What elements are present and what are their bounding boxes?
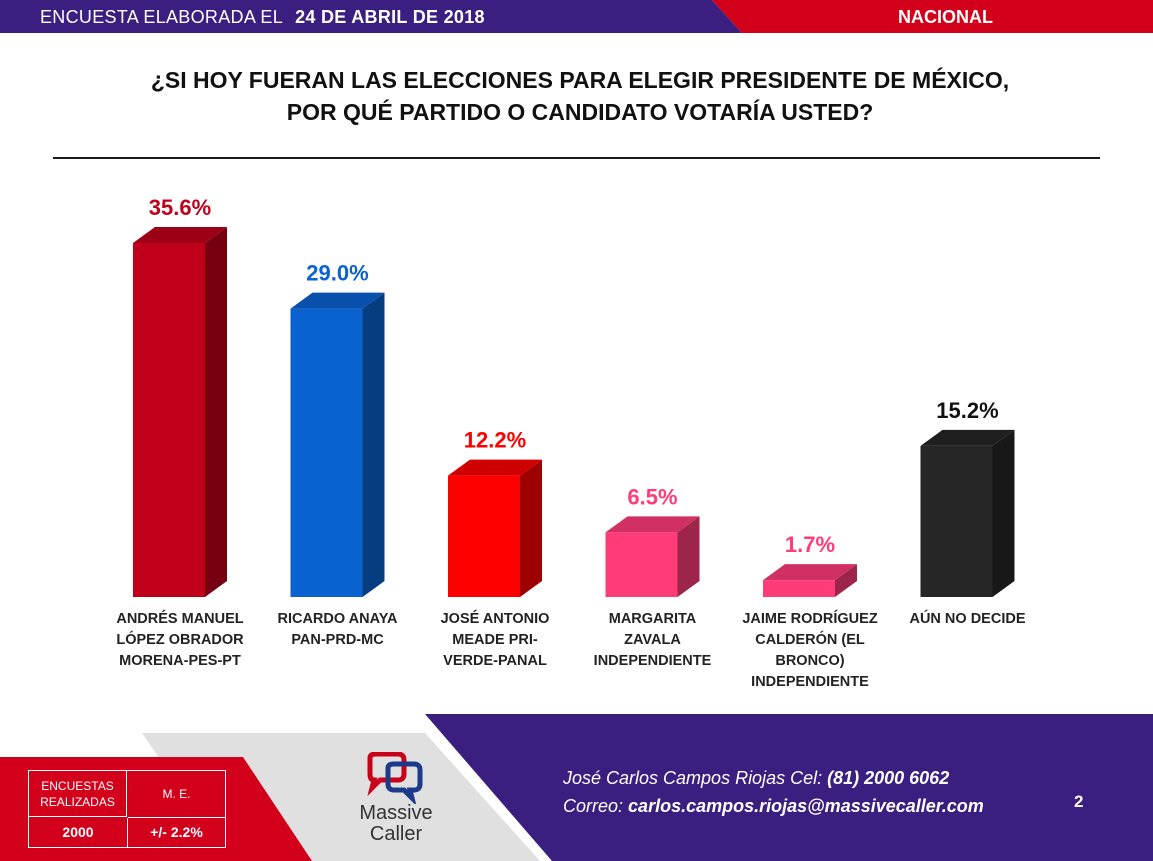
bar-side-1	[362, 292, 385, 597]
question-title: ¿SI HOY FUERAN LAS ELECCIONES PARA ELEGI…	[60, 64, 1100, 128]
bar-side-4	[835, 564, 857, 597]
bar-front-4	[763, 580, 835, 597]
surveys-count: 2000	[29, 818, 128, 847]
bar-front-1	[290, 308, 363, 597]
category-label-2-line-2: VERDE-PANAL	[443, 653, 547, 669]
footer-red-band	[0, 757, 312, 861]
surveys-header-line-2: REALIZADAS	[40, 795, 115, 809]
logo-wordmark: Massive Caller	[342, 803, 450, 845]
category-label-0-line-1: LÓPEZ OBRADOR	[116, 632, 244, 648]
bar-top-4	[763, 564, 857, 581]
survey-stats-table: ENCUESTAS REALIZADAS M. E. 2000 +/- 2.2%	[28, 770, 226, 848]
bar-side-3	[677, 516, 700, 597]
bar-0	[133, 227, 227, 597]
contact-line-1: José Carlos Campos Riojas Cel: (81) 2000…	[563, 764, 984, 792]
category-label-4-line-3: INDEPENDIENTE	[751, 674, 869, 690]
survey-date-header: ENCUESTA ELABORADA EL 24 DE ABRIL DE 2018	[40, 4, 485, 30]
category-label-4: JAIME RODRÍGUEZ CALDERÓN (EL BRONCO) INDEPE…	[725, 609, 895, 693]
value-label-0: 35.6%	[149, 195, 211, 220]
contact-info: José Carlos Campos Riojas Cel: (81) 2000…	[563, 764, 984, 820]
bar-top-1	[290, 292, 385, 309]
contact-email: carlos.campos.riojas@massivecaller.com	[628, 796, 984, 816]
category-label-4-line-1: CALDERÓN (EL	[755, 632, 865, 648]
category-label-1: RICARDO ANAYA PAN-PRD-MC	[253, 609, 423, 651]
contact-line-2: Correo: carlos.campos.riojas@massivecall…	[563, 792, 984, 820]
survey-date: 24 DE ABRIL DE 2018	[295, 7, 485, 27]
massive-caller-logo-icon	[367, 752, 423, 804]
bar-top-5	[920, 429, 1015, 446]
category-label-0-line-2: MORENA-PES-PT	[119, 653, 241, 669]
scope-label: NACIONAL	[898, 7, 993, 27]
category-label-5: AÚN NO DECIDE	[883, 609, 1053, 630]
category-label-3-line-2: INDEPENDIENTE	[593, 653, 712, 669]
bar-top-2	[448, 459, 542, 476]
bar-side-2	[520, 459, 542, 597]
page-number: 2	[1074, 792, 1084, 811]
bar-front-3	[605, 532, 678, 597]
logo-line-2: Caller	[369, 823, 423, 845]
value-label-2: 12.2%	[464, 428, 526, 453]
bar-2	[448, 459, 542, 597]
bar-4	[763, 564, 857, 597]
bar-1	[290, 292, 385, 597]
footer-purple-band	[425, 714, 1153, 861]
surveys-header-line-1: ENCUESTAS	[41, 779, 114, 793]
question-line-1: ¿SI HOY FUERAN LAS ELECCIONES PARA ELEGI…	[150, 67, 1010, 93]
category-label-2: JOSÉ ANTONIO MEADE PRI- VERDE-PANAL	[410, 609, 580, 672]
category-label-4-line-2: BRONCO)	[775, 653, 845, 669]
category-label-2-line-1: MEADE PRI-	[452, 632, 538, 648]
category-label-3-line-0: MARGARITA	[608, 611, 697, 627]
question-line-2: POR QUÉ PARTIDO O CANDIDATO VOTARÍA USTE…	[286, 99, 874, 125]
category-label-1-line-1: PAN-PRD-MC	[291, 632, 384, 648]
category-label-0: ANDRÉS MANUEL LÓPEZ OBRADOR MORENA-PES-PT	[95, 609, 265, 672]
contact-name: José Carlos Campos Riojas Cel:	[563, 768, 823, 788]
category-label-3-line-1: ZAVALA	[624, 632, 681, 648]
contact-mail-label: Correo:	[563, 796, 624, 816]
bar-front-2	[448, 475, 520, 597]
bar-side-5	[992, 429, 1015, 597]
category-label-3: MARGARITA ZAVALA INDEPENDIENTE	[568, 609, 738, 672]
bar-side-0	[205, 227, 227, 597]
bar-top-3	[605, 516, 700, 533]
margin-error-header: M. E.	[128, 771, 225, 818]
bar-5	[920, 429, 1015, 597]
logo-line-1: Massive	[359, 802, 433, 824]
value-label-4: 1.7%	[785, 532, 835, 557]
header-purple-band	[0, 0, 742, 33]
category-label-1-line-0: RICARDO ANAYA	[277, 611, 398, 627]
bar-3	[605, 516, 700, 597]
bar-front-5	[920, 445, 993, 597]
contact-phone: (81) 2000 6062	[827, 768, 950, 788]
value-label-1: 29.0%	[306, 261, 368, 286]
bar-top-0	[133, 227, 227, 243]
surveys-header: ENCUESTAS REALIZADAS	[29, 771, 127, 817]
header-red-band	[712, 0, 1153, 33]
value-label-5: 15.2%	[936, 398, 998, 423]
category-label-2-line-0: JOSÉ ANTONIO	[440, 611, 550, 627]
value-label-3: 6.5%	[627, 484, 677, 509]
bar-front-0	[133, 243, 205, 597]
title-divider	[53, 157, 1100, 159]
survey-prefix: ENCUESTA ELABORADA EL	[40, 7, 284, 27]
category-label-4-line-0: JAIME RODRÍGUEZ	[742, 611, 878, 627]
bar-chart: 35.6% 29.0% 12.2% 6.5% 1.7% 15.2%	[133, 195, 1015, 597]
category-label-5-line-0: AÚN NO DECIDE	[909, 611, 1026, 627]
margin-error-value: +/- 2.2%	[150, 824, 203, 840]
category-label-0-line-0: ANDRÉS MANUEL	[116, 611, 244, 627]
